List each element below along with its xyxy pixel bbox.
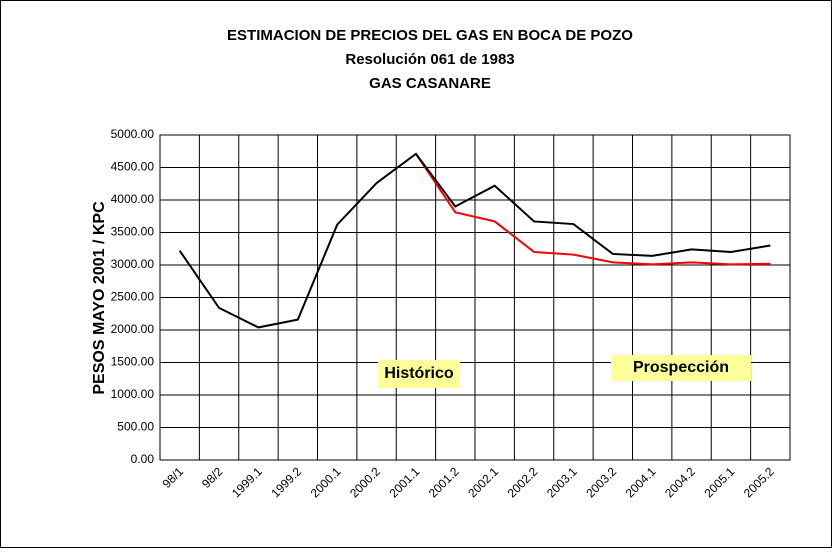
y-tick-label: 4000.00 bbox=[111, 192, 155, 206]
y-tick-label: 1500.00 bbox=[111, 355, 155, 369]
annotation-box bbox=[378, 360, 460, 388]
y-tick-label: 0.00 bbox=[131, 452, 155, 466]
y-axis-label: PESOS MAYO 2001 / KPC bbox=[91, 201, 108, 395]
annotation: Prospección bbox=[633, 359, 729, 376]
y-tick-label: 2000.00 bbox=[111, 322, 155, 336]
y-tick-label: 1000.00 bbox=[111, 387, 155, 401]
annotation-box bbox=[611, 355, 751, 381]
chart-title: ESTIMACION DE PRECIOS DEL GAS EN BOCA DE… bbox=[227, 27, 633, 44]
chart-subtitle: Resolución 061 de 1983 bbox=[345, 51, 514, 68]
y-tick-label: 4500.00 bbox=[111, 160, 155, 174]
series-line bbox=[178, 152, 771, 329]
y-tick-label: 5000.00 bbox=[111, 127, 155, 141]
y-tick-label: 2500.00 bbox=[111, 290, 155, 304]
y-tick-label: 3000.00 bbox=[111, 257, 155, 271]
annotation: Histórico bbox=[384, 365, 454, 382]
chart-subtitle: GAS CASANARE bbox=[369, 75, 491, 92]
y-tick-label: 500.00 bbox=[117, 420, 154, 434]
y-tick-label: 3500.00 bbox=[111, 225, 155, 239]
series-line bbox=[415, 153, 771, 266]
